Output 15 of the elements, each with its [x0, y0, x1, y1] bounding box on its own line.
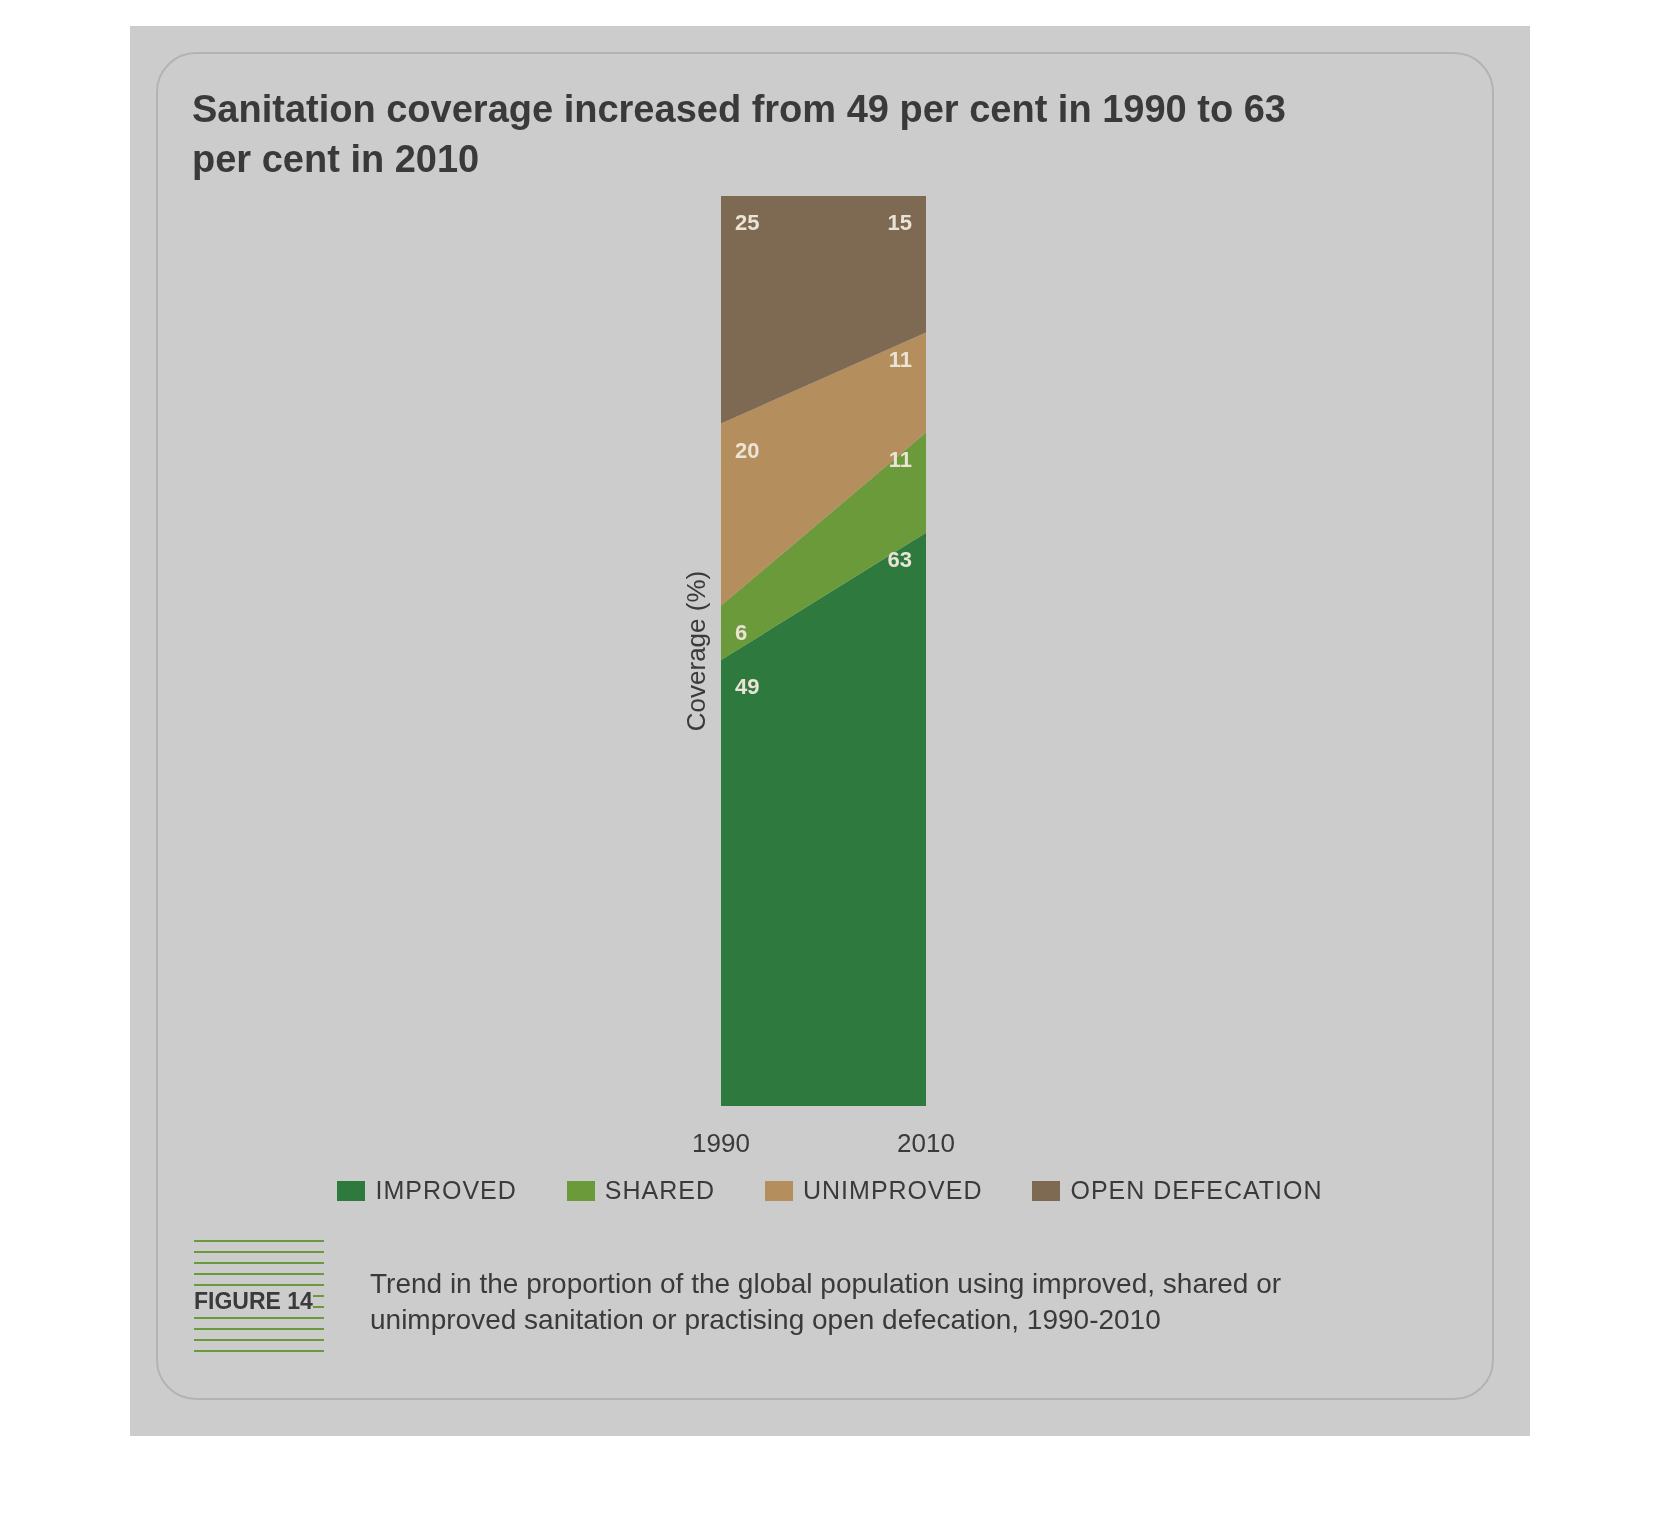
legend-label: OPEN DEFECATION	[1070, 1176, 1323, 1205]
data-label: 11	[888, 446, 912, 472]
data-label: 11	[888, 346, 912, 372]
x-tick-label: 2010	[897, 1128, 955, 1159]
text: Trend in the proportion of the global population using improved, shared or unimproved sanitation or practising open defecation, 1990-2010	[370, 1267, 1283, 1337]
y-axis-title: Coverage (%)	[681, 570, 712, 732]
legend-label: SHARED	[604, 1176, 715, 1205]
data-label: 15	[887, 210, 912, 235]
legend-label: UNIMPROVED	[803, 1176, 983, 1205]
data-label: 25	[735, 210, 760, 235]
data-label: 20	[735, 437, 760, 463]
legend-label: IMPROVED	[375, 1176, 517, 1205]
x-tick-label: 1990	[692, 1128, 750, 1159]
chart-title: Sanitation coverage increased from 49 per cent in 1990 to 63 per cent in 2010	[192, 87, 1287, 182]
caption: FIGURE 14	[194, 1286, 313, 1317]
